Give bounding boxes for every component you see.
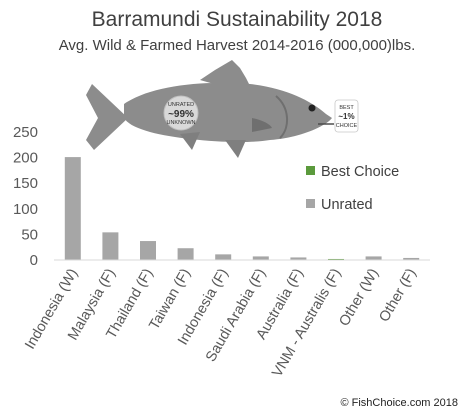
bar-unrated <box>102 232 119 260</box>
bar-unrated <box>403 257 420 260</box>
y-tick-label: 250 <box>13 124 38 141</box>
bar-unrated <box>177 248 194 260</box>
best-choice-badge: BEST ~1% CHOICE <box>334 99 359 133</box>
fish-anal-fin <box>180 132 200 150</box>
unrated-badge-top: UNRATED <box>168 102 194 108</box>
bar-unrated <box>252 256 269 260</box>
barramundi-illustration: UNRATED ~99% UNKNOWN BEST ~1% CHOICE <box>86 60 359 158</box>
y-tick-label: 0 <box>30 252 38 269</box>
copyright-credit: © FishChoice.com 2018 <box>340 397 458 409</box>
y-axis: 0 50 100 150 200 250 <box>13 124 38 269</box>
bar-unrated <box>290 257 307 260</box>
bar-unrated <box>140 241 156 260</box>
chart-subtitle: Avg. Wild & Farmed Harvest 2014-2016 (00… <box>58 37 416 54</box>
bar-unrated <box>215 254 232 260</box>
fish-tail-fin <box>86 84 128 150</box>
y-tick-label: 50 <box>21 226 38 243</box>
legend-swatch-unrated <box>306 199 315 208</box>
fish-eye <box>308 104 316 112</box>
x-tick-label: Other (F) <box>376 266 419 325</box>
fish-gill-line <box>275 95 288 139</box>
x-tick-label: VNM - Australis (F) <box>269 266 344 380</box>
best-badge-percent: ~1% <box>338 112 354 121</box>
legend-label-best-choice: Best Choice <box>321 164 400 180</box>
legend-item-unrated: Unrated <box>306 197 373 213</box>
bar-best-choice <box>328 258 344 260</box>
fish-pelvic-fin <box>225 140 246 158</box>
y-tick-label: 100 <box>13 201 38 218</box>
unrated-badge-bottom: UNKNOWN <box>166 120 195 126</box>
legend-item-best-choice: Best Choice <box>306 164 399 180</box>
bar-unrated <box>64 157 81 260</box>
y-tick-label: 200 <box>13 150 38 167</box>
best-badge-bottom: CHOICE <box>336 123 358 129</box>
legend-swatch-best-choice <box>306 166 315 175</box>
unrated-badge-percent: ~99% <box>168 109 194 120</box>
legend-label-unrated: Unrated <box>321 197 373 213</box>
fish-body <box>124 82 332 143</box>
y-tick-label: 150 <box>13 175 38 192</box>
chart-title: Barramundi Sustainability 2018 <box>91 8 383 31</box>
bars <box>64 157 420 260</box>
fish-dorsal-fin <box>200 60 250 88</box>
unrated-badge: UNRATED ~99% UNKNOWN <box>163 95 199 131</box>
best-badge-top: BEST <box>339 105 354 111</box>
x-axis-labels: Indonesia (W)Malaysia (F)Thailand (F)Tai… <box>22 266 419 380</box>
bar-unrated <box>365 256 382 260</box>
fish-pectoral-fin <box>252 118 272 132</box>
